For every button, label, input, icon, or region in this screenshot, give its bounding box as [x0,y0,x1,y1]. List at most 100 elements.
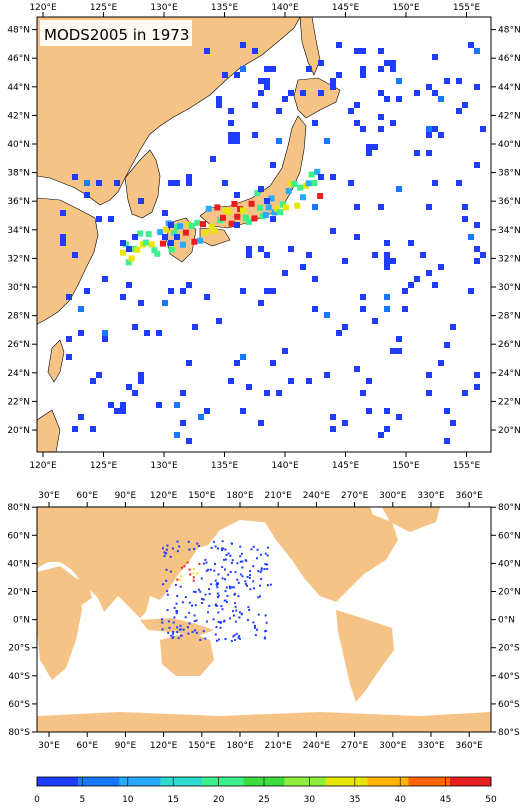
obs-cell [174,402,180,408]
global-top-lon-label: 30°E [38,491,60,501]
obs-cell [222,180,228,186]
global-obs-point [252,621,255,624]
global-obs-point [179,624,182,627]
global-bottom-lon-label: 210°E [265,741,293,751]
global-obs-point [246,619,249,622]
obs-cell [414,90,420,96]
regional-lon-ticks: 120°E 120°E 125°E 125°E 130°E 130°E 135°E 135°E… [29,3,480,471]
top-lon-label: 145°E [332,3,360,13]
obs-cell [174,234,180,240]
obs-cell [211,227,218,234]
global-bottom-lon-label: 240°E [303,741,331,751]
obs-cell [128,255,135,262]
global-left-lat-label: 20°N [7,588,30,598]
obs-cell [360,66,366,72]
global-obs-point [222,620,225,623]
obs-cell [231,200,238,207]
obs-cell [450,420,456,426]
obs-cell [288,378,294,384]
obs-cell [168,222,174,228]
obs-cell [384,264,390,270]
left-lat-label: 24°N [7,369,30,379]
obs-cell [192,324,198,330]
global-obs-point [188,601,191,604]
obs-cell [60,234,66,240]
global-obs-point [160,618,163,621]
colorbar-label: 45 [440,795,451,805]
obs-cell [372,318,378,324]
global-obs-point [248,576,251,579]
global-obs-point [214,545,217,548]
obs-cell [126,282,132,288]
obs-cell [306,66,312,72]
right-lat-label: 34°N [498,226,521,236]
global-obs-point [192,572,195,575]
obs-cell [182,229,189,236]
global-top-lon-label: 360°E [456,491,484,501]
obs-cell [297,184,304,191]
obs-cell [474,246,480,252]
global-obs-point [161,547,164,550]
global-obs-point [215,604,218,607]
obs-cell [360,72,366,78]
arabia-land [66,575,92,606]
global-obs-point [232,635,235,638]
obs-cell [78,330,84,336]
obs-cell [234,138,240,144]
global-obs-point [221,549,224,552]
global-obs-point [199,590,202,593]
global-obs-point [179,585,182,588]
obs-cell [258,186,264,192]
colorbar-label: 20 [213,795,225,805]
obs-cell [228,108,234,114]
global-obs-point [166,593,169,596]
global-obs-point [263,568,266,571]
obs-cell [300,264,306,270]
regional-map-title: MODS2005 in 1973 [44,26,189,44]
global-obs-point [223,558,226,561]
global-obs-point [171,637,174,640]
obs-cell [216,96,222,102]
global-obs-point [239,545,242,548]
bottom-lon-label: 155°E [453,461,481,471]
global-obs-point [222,547,225,550]
obs-cell [214,204,221,211]
global-obs-point [248,570,251,573]
obs-cell [240,354,246,360]
china-coast-land [36,197,99,325]
obs-cell [342,258,348,264]
obs-cell [360,126,366,132]
global-obs-point [221,547,224,550]
global-obs-point [248,574,251,577]
global-obs-point [172,635,175,638]
obs-cell [84,192,90,198]
global-obs-point [256,628,259,631]
obs-cell [246,252,252,258]
obs-cell [162,210,168,216]
global-obs-point [248,609,251,612]
obs-cell [378,66,384,72]
global-obs-point [240,552,243,555]
obs-cell [177,223,184,230]
global-obs-point [189,573,192,576]
obs-cell [300,194,306,201]
bottom-lon-label: 145°E [332,461,360,471]
obs-cell [162,226,169,233]
obs-cell [314,168,321,175]
obs-cell [294,202,301,209]
global-obs-point [234,602,237,605]
global-map: 30°E 30°E 60°E 60°E 90°E 90°E 120°E 120°E 150°E 1… [7,491,520,751]
obs-cell [414,276,420,282]
top-lon-label: 140°E [271,3,299,13]
global-obs-point [193,620,196,623]
left-lat-label: 26°N [7,340,30,350]
global-left-lat-label: 80°S [8,728,30,738]
obs-cell [197,237,204,244]
global-obs-point [176,578,179,581]
obs-cell [318,90,324,96]
global-obs-point [216,592,219,595]
global-bottom-lon-label: 120°E [150,741,178,751]
taiwan-land [47,339,65,383]
global-top-lon-label: 180°E [226,491,254,501]
obs-cell [114,180,120,186]
